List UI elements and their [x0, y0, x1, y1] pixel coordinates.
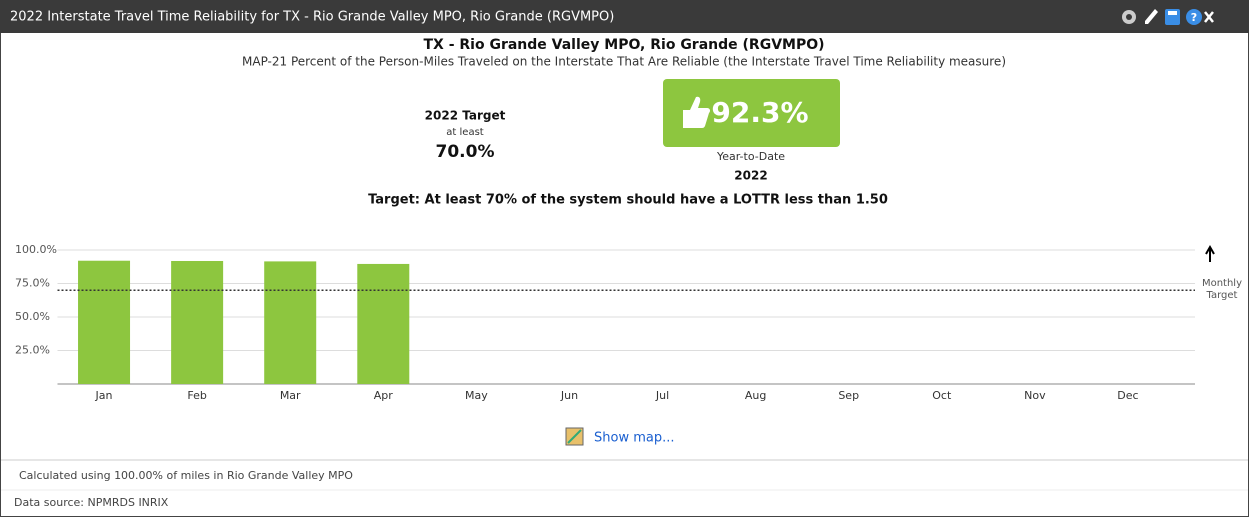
target-title: 2022 Target [425, 109, 506, 123]
x-tick-label: Apr [374, 389, 394, 402]
ytd-year: 2022 [734, 169, 767, 183]
y-tick-label: 100.0% [15, 243, 57, 256]
header-title: 2022 Interstate Travel Time Reliability … [10, 10, 614, 25]
y-tick-label: 50.0% [15, 310, 50, 323]
x-tick-label: Aug [745, 389, 766, 402]
thumb-icon [683, 96, 711, 128]
svg-text:?: ? [1191, 11, 1197, 24]
target-arrow [1205, 244, 1215, 262]
map-link-text[interactable]: Show map... [594, 431, 675, 446]
x-tick-label: Mar [280, 389, 301, 402]
target-line-label: Monthly Target [1201, 278, 1243, 301]
x-tick-label: Dec [1117, 389, 1138, 402]
help-icon[interactable]: ? [1186, 9, 1202, 25]
x-tick-label: Sep [838, 389, 859, 402]
bar [357, 263, 410, 384]
x-tick-label: Jan [95, 389, 113, 402]
bar [171, 260, 224, 384]
ytd-box [663, 79, 840, 147]
bar [264, 261, 317, 384]
chart-subtitle: MAP-21 Percent of the Person-Miles Trave… [242, 55, 1006, 69]
x-tick-label: Oct [932, 389, 952, 402]
bar [78, 260, 131, 384]
map-link[interactable]: Show map... [565, 427, 675, 446]
x-tick-label: Jun [560, 389, 578, 402]
ytd-label: Year-to-Date [716, 150, 785, 163]
x-tick-label: Nov [1024, 389, 1046, 402]
footer-source: Data source: NPMRDS INRIX [14, 496, 169, 509]
edit-icon[interactable] [1145, 9, 1158, 24]
x-tick-label: Jul [655, 389, 669, 402]
x-tick-label: Feb [187, 389, 206, 402]
settings-icon[interactable] [1122, 10, 1136, 24]
close-icon[interactable] [1204, 11, 1214, 23]
target-value: 70.0% [436, 142, 495, 162]
x-tick-label: May [465, 389, 488, 402]
ytd-value: 92.3% [711, 96, 808, 129]
y-tick-label: 75.0% [15, 277, 50, 290]
y-tick-label: 25.0% [15, 344, 50, 357]
save-icon[interactable] [1165, 9, 1180, 25]
chart-title: TX - Rio Grande Valley MPO, Rio Grande (… [423, 37, 824, 53]
footer-coverage: Calculated using 100.00% of miles in Rio… [19, 469, 353, 482]
target-qualifier: at least [446, 127, 483, 138]
target-statement: Target: At least 70% of the system shoul… [368, 193, 888, 208]
header-bar [0, 0, 1249, 33]
